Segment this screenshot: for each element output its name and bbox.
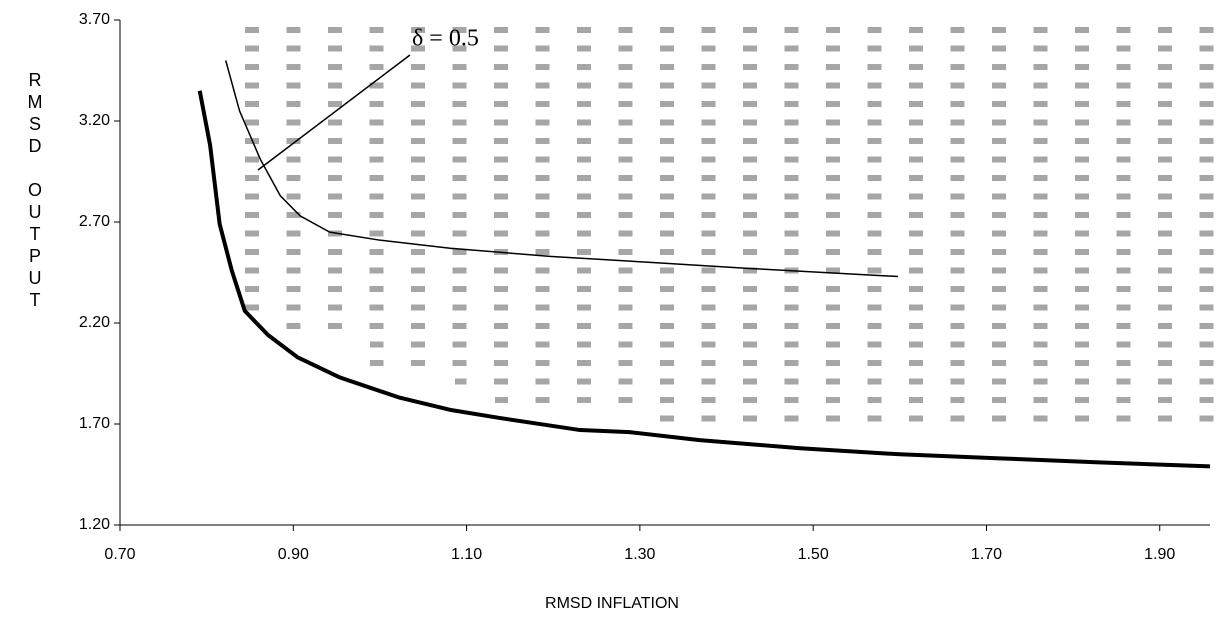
x-tick-label: 1.90 [1144,546,1175,563]
shaded-region [243,25,1224,432]
series-line [197,90,1211,469]
y-tick-label: 2.70 [79,213,110,230]
x-tick-label: 1.10 [451,546,482,563]
x-tick-label: 0.70 [104,546,135,563]
y-tick-label: 3.20 [79,112,110,129]
x-tick-label: 1.70 [971,546,1002,563]
annotation: δ = 0.5 [412,26,479,52]
x-tick-label: 1.30 [624,546,655,563]
annotation-leader [257,54,411,171]
x-tick-label: 0.90 [278,546,309,563]
x-axis-label: RMSD INFLATION [545,595,679,612]
y-axis-label: RMSD OUTPUT [25,70,45,312]
y-tick-label: 1.20 [79,516,110,533]
x-tick-label: 1.50 [798,546,829,563]
y-tick-label: 1.70 [79,415,110,432]
series-line [224,60,899,278]
y-tick-label: 3.70 [79,11,110,28]
y-tick-label: 2.20 [79,314,110,331]
